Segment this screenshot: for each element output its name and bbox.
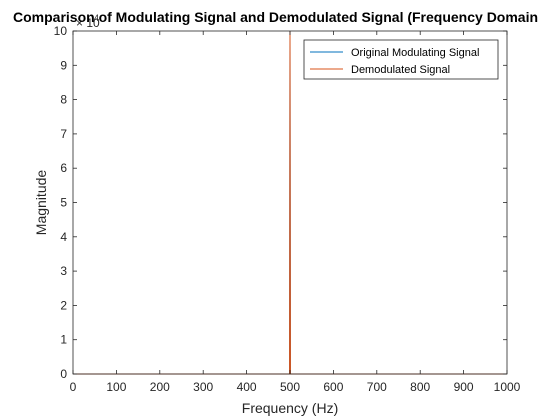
plot-frame: [72, 30, 508, 375]
x-axis-label: Frequency (Hz): [242, 400, 338, 416]
y-tick-label: 9: [60, 58, 67, 72]
legend: Original Modulating Signal Demodulated S…: [303, 39, 499, 80]
x-tick-label: 900: [454, 380, 474, 394]
x-tick-label: 600: [323, 380, 343, 394]
legend-label-0: Original Modulating Signal: [351, 47, 479, 59]
y-tick-label: 1: [60, 333, 67, 347]
y-tick-label: 7: [60, 127, 67, 141]
legend-box: [303, 39, 499, 80]
y-tick-label: 8: [60, 93, 67, 107]
y-tick-label: 6: [60, 161, 67, 175]
x-tick-label: 100: [106, 380, 126, 394]
x-tick-label: 800: [410, 380, 430, 394]
tick-layer: 0 100 200 300 400 500 600 700 800 900 1000 0 1 2 3 4 5 6 7…: [54, 24, 521, 394]
y-tick-label: 10: [54, 24, 68, 38]
y-tick-label: 3: [60, 264, 67, 278]
x-tick-label: 700: [367, 380, 387, 394]
y-tick-label: 4: [60, 230, 67, 244]
y-tick-label: 0: [60, 367, 67, 381]
chart-title: Comparison of Modulating Signal and Demo…: [13, 9, 538, 25]
legend-label-1: Demodulated Signal: [351, 64, 450, 76]
y-tick-label: 5: [60, 196, 67, 210]
x-tick-label: 300: [193, 380, 213, 394]
y-axis-label: Magnitude: [33, 170, 49, 236]
x-tick-label: 400: [237, 380, 257, 394]
x-tick-label: 500: [280, 380, 300, 394]
y-exponent-power: 4: [94, 13, 99, 23]
y-tick-label: 2: [60, 298, 67, 312]
x-tick-label: 1000: [494, 380, 521, 394]
y-exponent-base: × 10: [76, 16, 100, 30]
x-tick-label: 0: [70, 380, 77, 394]
x-tick-label: 200: [150, 380, 170, 394]
